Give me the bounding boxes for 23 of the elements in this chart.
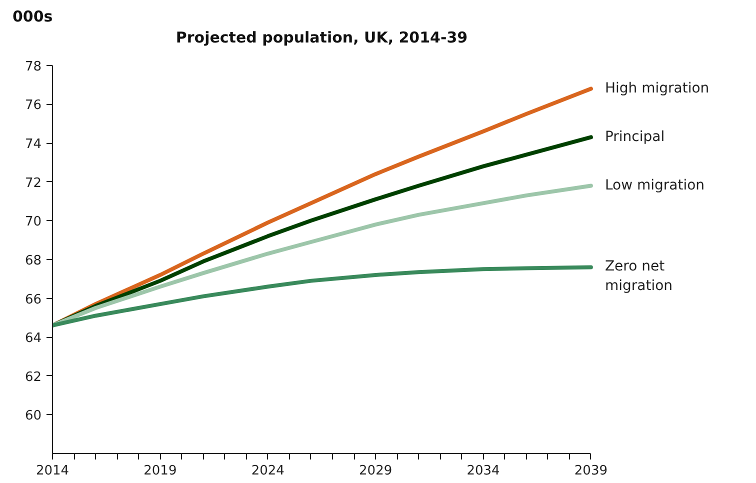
y-tick-label: 70 [24,214,42,230]
chart-title: Projected population, UK, 2014-39 [176,28,468,46]
x-tick-label: 2029 [359,464,392,478]
line-series [52,265,593,328]
y-tick-label: 72 [24,176,42,191]
y-tick-label: 74 [24,137,42,152]
x-tick-label: 2014 [36,464,70,478]
y-tick-label: 78 [24,59,42,74]
series-label: Low migration [604,178,705,194]
series-label: Zero net migration [604,258,673,294]
y-tick-label: 64 [24,331,42,346]
x-tick-label: 2034 [466,464,500,478]
y-tick-label: 60 [24,408,42,424]
y-tick-label: 66 [24,292,42,308]
series-label: Principal [604,129,665,146]
x-tick-label: 2024 [251,464,284,478]
y-axis-title: 000s [12,8,53,26]
y-tick-label: 76 [24,98,42,114]
y-tick-label: 68 [24,253,42,268]
y-tick-label: 62 [24,370,42,385]
x-tick-label: 2039 [574,464,608,478]
series-label: High migration [604,80,710,97]
x-tick-label: 2019 [144,464,177,478]
